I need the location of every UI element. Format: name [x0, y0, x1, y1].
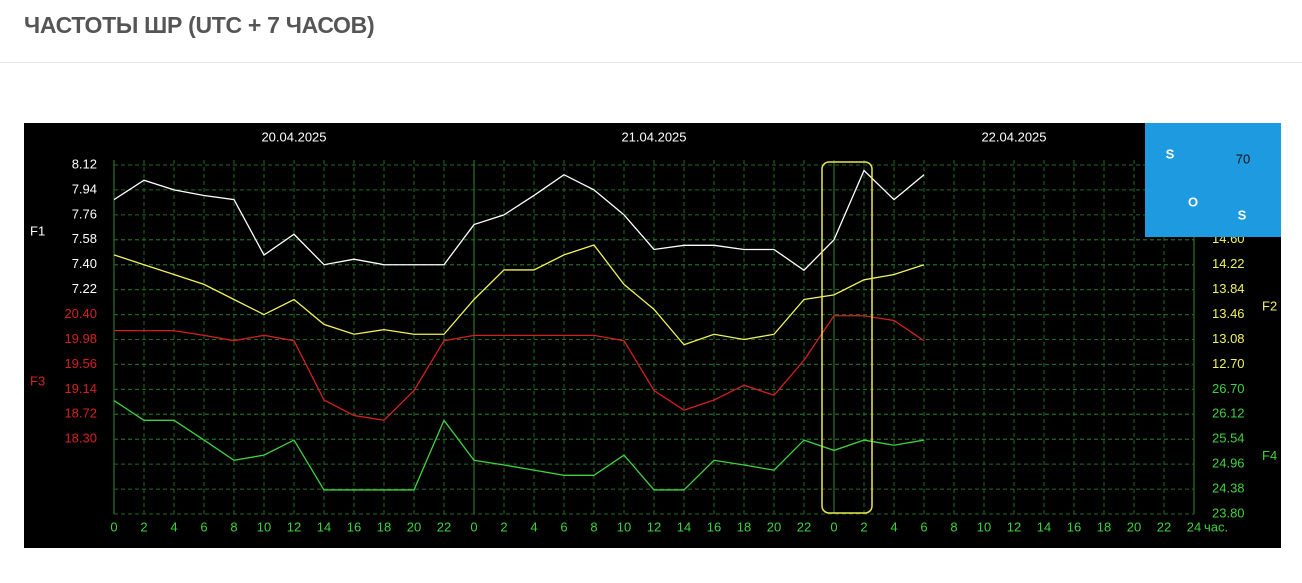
page-title: ЧАСТОТЫ ШР (UTC + 7 ЧАСОВ) [24, 12, 375, 38]
series-line [113, 169, 925, 272]
x-tick-label: 12 [1007, 519, 1021, 534]
x-tick-label: 14 [317, 519, 331, 534]
x-tick-label: 22 [797, 519, 811, 534]
highlight-box [821, 161, 873, 514]
series-line [113, 399, 925, 491]
x-tick-label: 8 [590, 519, 597, 534]
x-tick-label: 4 [170, 519, 177, 534]
x-tick-label: 14 [677, 519, 691, 534]
x-tick-label: 22 [437, 519, 451, 534]
y-tick-label: 20.40 [64, 306, 97, 321]
x-tick-label: 24 [1187, 519, 1201, 534]
logo-background [1145, 123, 1281, 237]
series-line [114, 315, 925, 421]
date-label: 21.04.2025 [621, 129, 686, 144]
x-tick-label: 2 [500, 519, 507, 534]
y-tick-label: 24.38 [1212, 481, 1245, 496]
x-tick-label: 18 [377, 519, 391, 534]
y-tick-label: 8.12 [72, 156, 97, 171]
x-tick-label: 16 [1067, 519, 1081, 534]
chart-background [24, 123, 1281, 548]
y-tick-label: 24.96 [1212, 456, 1245, 471]
logo-text: O [1188, 194, 1198, 209]
x-tick-label: 4 [530, 519, 537, 534]
x-tick-label: 22 [1157, 519, 1171, 534]
y-tick-label: 19.98 [64, 331, 97, 346]
y-tick-label: 26.12 [1212, 406, 1245, 421]
y-tick-label: 13.46 [1212, 306, 1245, 321]
y-tick-label: 13.84 [1212, 281, 1245, 296]
x-tick-label: 8 [950, 519, 957, 534]
x-tick-label: 20 [1127, 519, 1141, 534]
y-tick-label: 23.80 [1212, 505, 1245, 520]
y-tick-label: 26.70 [1212, 381, 1245, 396]
logo-text: 70 [1236, 151, 1250, 166]
x-tick-label: 10 [977, 519, 991, 534]
y-tick-label: 7.40 [72, 256, 97, 271]
x-tick-label: 2 [140, 519, 147, 534]
x-tick-label: 6 [560, 519, 567, 534]
y-tick-label: 18.72 [64, 406, 97, 421]
x-tick-label: 18 [1097, 519, 1111, 534]
x-tick-label: 6 [200, 519, 207, 534]
y-tick-label: 7.94 [72, 181, 97, 196]
axis-name: F2 [1262, 299, 1277, 314]
date-label: 20.04.2025 [261, 129, 326, 144]
date-label: 22.04.2025 [981, 129, 1046, 144]
x-tick-label: 20 [407, 519, 421, 534]
x-tick-label: 16 [707, 519, 721, 534]
x-tick-label: 0 [470, 519, 477, 534]
x-tick-label: 16 [347, 519, 361, 534]
x-tick-label: 4 [890, 519, 897, 534]
y-tick-label: 19.56 [64, 356, 97, 371]
separator [0, 62, 1302, 63]
y-tick-label: 7.58 [72, 231, 97, 246]
x-tick-label: 2 [860, 519, 867, 534]
x-tick-label: 10 [257, 519, 271, 534]
x-tick-label: 14 [1037, 519, 1051, 534]
x-tick-label: 8 [230, 519, 237, 534]
y-tick-label: 7.22 [72, 281, 97, 296]
y-tick-label: 12.70 [1212, 356, 1245, 371]
x-tick-label: 18 [737, 519, 751, 534]
axis-name: F3 [30, 373, 45, 388]
x-tick-label: 12 [287, 519, 301, 534]
x-tick-label: 12 [647, 519, 661, 534]
y-tick-label: 19.14 [64, 381, 97, 396]
y-tick-label: 13.08 [1212, 331, 1245, 346]
x-tick-label: 10 [617, 519, 631, 534]
logo-text: S [1166, 146, 1175, 161]
axis-name: F4 [1262, 448, 1277, 463]
y-tick-label: 7.76 [72, 206, 97, 221]
axis-name: F1 [30, 224, 45, 239]
x-unit: час. [1204, 519, 1228, 534]
x-tick-label: 0 [830, 519, 837, 534]
y-tick-label: 14.22 [1212, 256, 1245, 271]
y-tick-label: 18.30 [64, 431, 97, 446]
x-tick-label: 6 [920, 519, 927, 534]
x-tick-label: 20 [767, 519, 781, 534]
x-tick-label: 0 [110, 519, 117, 534]
series-line [113, 244, 925, 346]
y-tick-label: 25.54 [1212, 431, 1245, 446]
logo-text: S [1238, 207, 1247, 222]
